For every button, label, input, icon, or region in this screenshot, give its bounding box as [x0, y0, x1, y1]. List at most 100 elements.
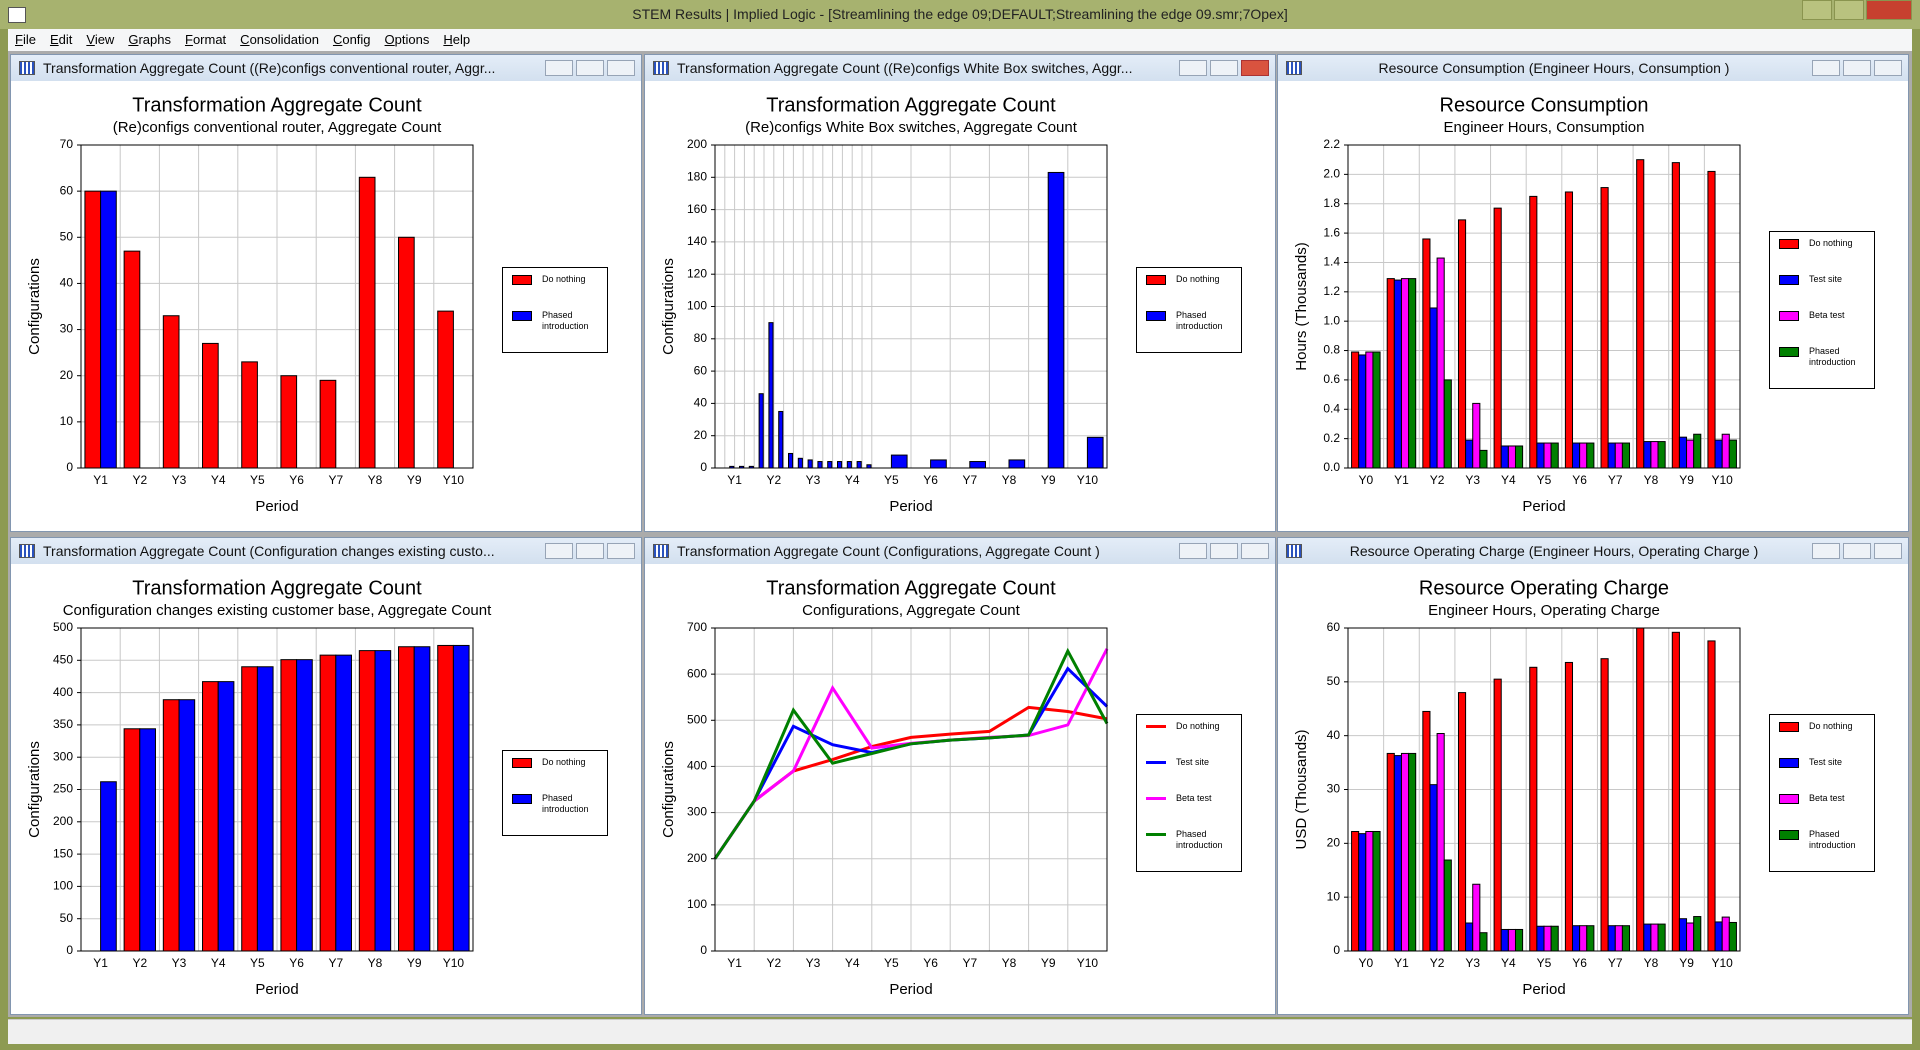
x-tick-label: Y1 [93, 473, 108, 487]
menu-item[interactable]: Graphs [128, 32, 171, 47]
bar [1408, 278, 1417, 469]
y-tick-label: 100 [687, 299, 707, 313]
bar [1386, 752, 1395, 952]
y-tick-label: 1.0 [1323, 313, 1340, 327]
maximize-button[interactable] [1843, 60, 1871, 76]
y-tick-label: 30 [60, 322, 74, 336]
legend-label: Do nothing [1809, 238, 1853, 248]
bar [1564, 661, 1574, 952]
close-button[interactable] [1241, 543, 1269, 559]
bar [797, 457, 803, 469]
y-tick-label: 0.4 [1323, 401, 1340, 415]
legend-label: Do nothing [1176, 274, 1220, 284]
y-tick-label: 400 [53, 685, 73, 699]
bar [241, 361, 258, 469]
maximize-button[interactable] [576, 543, 604, 559]
minimize-button[interactable] [1812, 60, 1840, 76]
legend-entry: Phased introduction [1770, 346, 1874, 382]
x-tick-label: Y6 [923, 956, 938, 970]
plot-border [714, 627, 1108, 952]
close-button[interactable] [607, 543, 635, 559]
close-button[interactable] [1866, 0, 1912, 20]
chart-window-title: Resource Consumption (Engineer Hours, Co… [1378, 60, 1730, 76]
x-tick-label: Y3 [1465, 473, 1480, 487]
menu-item[interactable]: View [86, 32, 115, 47]
menu-item[interactable]: Options [384, 32, 430, 47]
chart-window-title-bar: Transformation Aggregate Count ((Re)conf… [11, 55, 641, 81]
bar [930, 459, 947, 469]
plot-border [1347, 627, 1741, 952]
x-tick-label: Y9 [1679, 473, 1694, 487]
bar [1721, 916, 1730, 952]
bar [1550, 442, 1559, 469]
x-tick-label: Y7 [962, 956, 977, 970]
y-tick-label: 10 [1327, 889, 1341, 903]
bar [1600, 187, 1609, 469]
maximize-button[interactable] [1834, 0, 1864, 20]
bar [1657, 441, 1666, 469]
maximize-button[interactable] [1843, 543, 1871, 559]
chart-subtitle: (Re)configs conventional router, Aggrega… [113, 119, 442, 136]
minimize-button[interactable] [1179, 60, 1207, 76]
bar [1572, 925, 1581, 952]
close-button[interactable] [1874, 60, 1902, 76]
x-tick-label: Y5 [884, 473, 899, 487]
chart-window: Transformation Aggregate Count (Configur… [644, 537, 1276, 1015]
maximize-button[interactable] [1210, 543, 1238, 559]
bar [1693, 916, 1702, 952]
menu-item[interactable]: Help [443, 32, 471, 47]
legend-swatch [1146, 311, 1166, 321]
x-tick-label: Y2 [132, 956, 147, 970]
bar [1621, 442, 1631, 469]
legend-swatch [512, 311, 532, 321]
chart-title: Resource Operating Charge [1419, 577, 1669, 599]
legend-swatch [1779, 758, 1799, 768]
bar [1607, 925, 1616, 952]
plot-border [80, 627, 474, 952]
minimize-button[interactable] [1812, 543, 1840, 559]
chart-window-title: Transformation Aggregate Count ((Re)conf… [677, 60, 1133, 76]
maximize-button[interactable] [1210, 60, 1238, 76]
menu-item[interactable]: Format [184, 32, 227, 47]
chart-title: Transformation Aggregate Count [766, 94, 1056, 116]
close-button[interactable] [607, 60, 635, 76]
maximize-button[interactable] [576, 60, 604, 76]
menu-item[interactable]: Edit [49, 32, 73, 47]
y-tick-label: 0 [700, 460, 707, 474]
legend-swatch [1779, 239, 1799, 249]
bar [817, 461, 823, 469]
menu-item[interactable]: File [15, 32, 36, 47]
close-button[interactable] [1241, 60, 1269, 76]
menu-item[interactable]: Config [332, 32, 371, 47]
minimize-button[interactable] [1179, 543, 1207, 559]
legend-swatch [1779, 722, 1799, 732]
bar [1436, 733, 1445, 952]
close-button[interactable] [1874, 543, 1902, 559]
x-tick-label: Y10 [1077, 956, 1099, 970]
bar [1465, 439, 1474, 469]
x-tick-label: Y8 [1002, 473, 1017, 487]
legend-entry: Test site [1137, 757, 1241, 793]
minimize-button[interactable] [1802, 0, 1832, 20]
x-tick-label: Y1 [727, 473, 742, 487]
chart-area: Transformation Aggregate Count Configurat… [645, 564, 1275, 1014]
y-tick-label: 160 [687, 202, 707, 216]
x-tick-label: Y10 [1712, 473, 1734, 487]
y-tick-label: 200 [687, 137, 707, 151]
y-tick-label: 20 [1327, 836, 1341, 850]
line [713, 647, 1109, 860]
bar [178, 699, 196, 952]
bar [768, 322, 774, 469]
bar [846, 461, 852, 469]
chart-window: Transformation Aggregate Count (Configur… [10, 537, 642, 1015]
y-axis-label: Configurations [26, 741, 43, 838]
minimize-button[interactable] [545, 543, 573, 559]
bar [1393, 279, 1402, 469]
chart-window: Transformation Aggregate Count ((Re)conf… [644, 54, 1276, 532]
bar [1643, 441, 1652, 469]
minimize-button[interactable] [545, 60, 573, 76]
menu-item[interactable]: Consolidation [240, 32, 319, 47]
legend-entry: Phased introduction [503, 310, 607, 346]
bar [778, 410, 784, 469]
bar [452, 644, 470, 952]
